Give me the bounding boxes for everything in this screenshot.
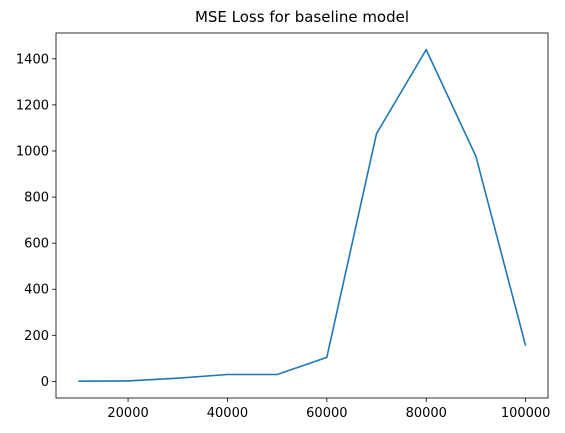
y-tick-label: 600 bbox=[24, 237, 49, 252]
y-axis: 0 200 400 600 800 1000 1200 1400 bbox=[16, 52, 56, 390]
y-tick-label: 1000 bbox=[16, 144, 49, 159]
y-tick-label: 0 bbox=[41, 375, 49, 390]
x-tick-label: 20000 bbox=[107, 406, 148, 421]
x-tick-label: 60000 bbox=[306, 406, 347, 421]
plot-area: 20000 40000 60000 80000 100000 0 200 400 600 800… bbox=[16, 32, 550, 421]
x-axis: 20000 40000 60000 80000 100000 bbox=[107, 398, 550, 421]
y-tick-label: 200 bbox=[24, 329, 49, 344]
plot-frame bbox=[55, 32, 549, 399]
y-tick-label: 1200 bbox=[16, 98, 49, 113]
x-tick-label: 40000 bbox=[207, 406, 248, 421]
y-tick-label: 800 bbox=[24, 191, 49, 206]
x-tick-label: 100000 bbox=[501, 406, 551, 421]
series-line bbox=[78, 48, 527, 382]
series-layer bbox=[78, 48, 527, 382]
y-tick-label: 1400 bbox=[16, 52, 49, 67]
x-tick-label: 80000 bbox=[406, 406, 447, 421]
chart-title: MSE Loss for baseline model bbox=[195, 8, 409, 26]
y-tick-label: 400 bbox=[24, 283, 49, 298]
